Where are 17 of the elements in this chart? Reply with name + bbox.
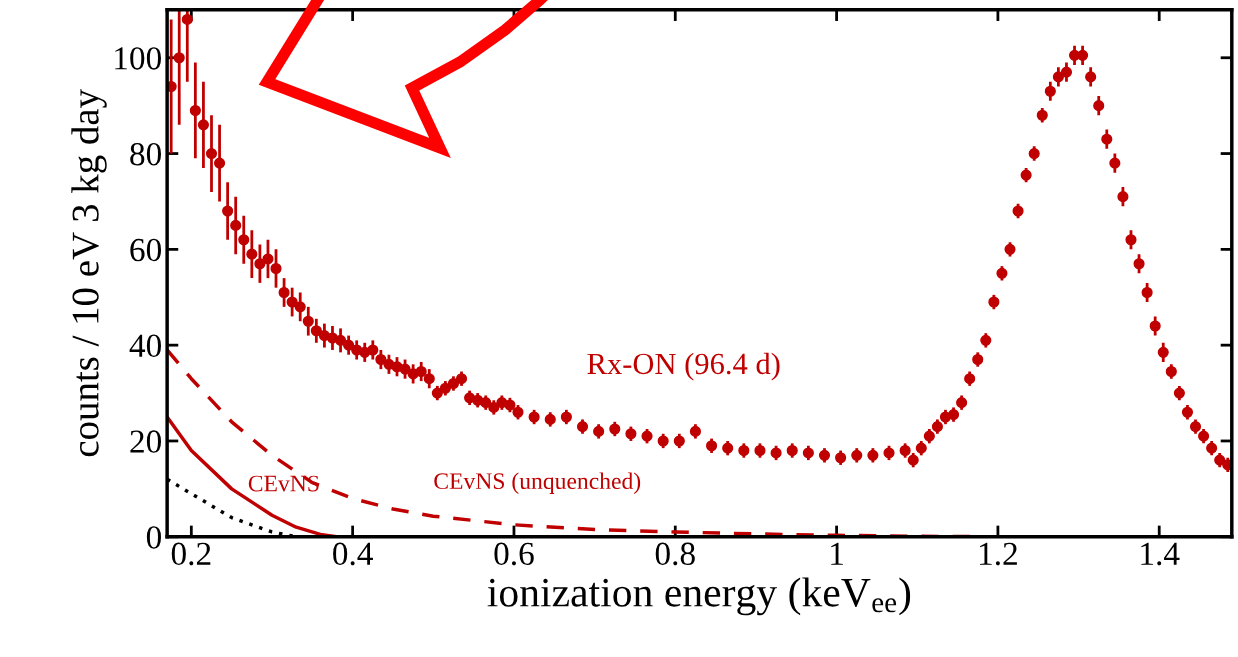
x-tick-label: 0.4	[333, 542, 373, 566]
y-tick-label: 60	[130, 238, 161, 262]
y-tick-label: 0	[146, 526, 161, 549]
y-axis-title: counts / 10 eV 3 kg day	[71, 89, 107, 457]
y-tick-label: 100	[115, 47, 161, 70]
y-tick-label: 20	[130, 430, 161, 453]
x-tick-label: 1.4	[1141, 542, 1180, 566]
x-tick-label: 0.2	[171, 542, 211, 566]
series-label: CEvNS (unquenched)	[434, 472, 641, 494]
x-tick-label: 1	[831, 542, 843, 565]
y-tick-label: 40	[129, 334, 161, 358]
series-label: Rx-ON (96.4 d)	[587, 352, 780, 381]
x-tick-label: 1.2	[980, 542, 1017, 566]
x-tick-label: 0.8	[655, 542, 695, 566]
x-axis-title: ionization energy (keV$_{ee}$)	[487, 577, 911, 616]
x-tick-label: 0.6	[494, 542, 534, 566]
y-tick-label: 80	[130, 142, 161, 166]
